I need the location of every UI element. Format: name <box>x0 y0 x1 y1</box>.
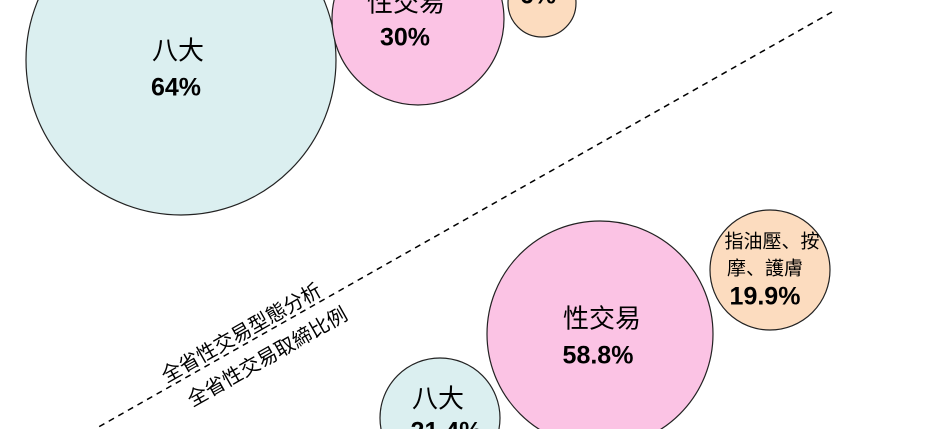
bubble <box>25 0 337 216</box>
bubble-label: 摩、護膚 <box>727 258 803 280</box>
bubble-value: 58.8% <box>563 342 634 370</box>
bubble-label: 性交易 <box>563 305 641 335</box>
bubble-value: 21.4% <box>411 418 482 429</box>
bubble-label: 性交易 <box>367 0 445 19</box>
bubble-value: 19.9% <box>730 283 801 311</box>
bubble <box>379 357 501 429</box>
bubble <box>507 0 577 38</box>
bubble <box>331 0 505 106</box>
bubble-value: 6% <box>520 0 556 10</box>
bubble-value: 64% <box>151 74 201 102</box>
divider-line <box>94 11 833 429</box>
bubble-label: 指油壓、按 <box>724 231 819 253</box>
bubble-value: 30% <box>380 24 430 52</box>
bubble-label: 八大 <box>412 385 464 415</box>
bubble <box>709 209 831 331</box>
bubble-label: 八大 <box>152 37 204 67</box>
bubble <box>486 220 714 429</box>
